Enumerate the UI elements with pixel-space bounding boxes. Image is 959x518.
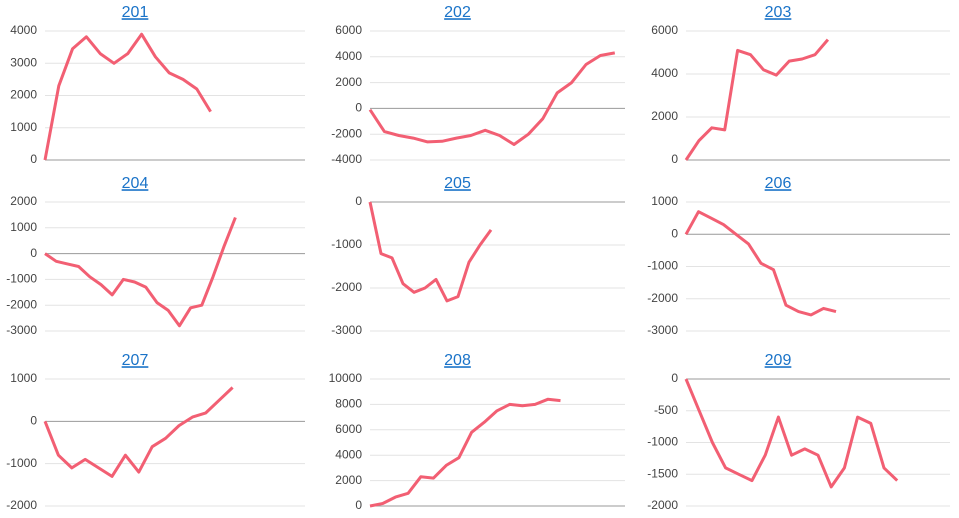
- chart-title[interactable]: 205: [444, 175, 471, 192]
- y-tick-label: -1000: [647, 435, 678, 449]
- y-tick-label: -2000: [647, 498, 678, 512]
- chart-title[interactable]: 204: [122, 175, 149, 192]
- data-line: [369, 397, 561, 508]
- y-tick-label: 2000: [335, 75, 362, 89]
- y-tick-label: 0: [30, 246, 37, 260]
- y-tick-label: 0: [30, 152, 37, 166]
- y-tick-label: 1000: [651, 194, 678, 208]
- y-tick-label: -500: [654, 403, 678, 417]
- chart-title[interactable]: 202: [444, 4, 471, 21]
- y-tick-label: 6000: [335, 422, 362, 436]
- y-tick-label: -4000: [331, 152, 362, 166]
- y-tick-label: 3000: [10, 55, 37, 69]
- y-tick-label: 1000: [10, 220, 37, 234]
- y-tick-label: 2000: [335, 473, 362, 487]
- y-tick-label: -1000: [647, 259, 678, 273]
- y-tick-label: -2000: [331, 280, 362, 294]
- data-line: [684, 38, 830, 161]
- data-line: [684, 210, 837, 317]
- y-tick-label: -3000: [331, 323, 362, 337]
- data-line: [684, 378, 899, 489]
- y-tick-label: -2000: [647, 291, 678, 305]
- y-tick-label: 4000: [335, 49, 362, 63]
- y-tick-label: 0: [671, 226, 678, 240]
- y-tick-label: 2000: [651, 109, 678, 123]
- data-line: [368, 51, 616, 146]
- y-tick-label: -1000: [6, 456, 37, 470]
- y-tick-label: 4000: [10, 23, 37, 37]
- y-tick-label: -1500: [647, 466, 678, 480]
- data-line: [43, 32, 212, 161]
- y-tick-label: 1000: [10, 120, 37, 134]
- y-tick-label: -1000: [331, 237, 362, 251]
- y-tick-label: 0: [355, 194, 362, 208]
- y-tick-label: 0: [671, 371, 678, 385]
- data-line: [43, 386, 234, 478]
- y-tick-label: 2000: [10, 88, 37, 102]
- y-tick-label: 2000: [10, 194, 37, 208]
- y-tick-label: -1000: [6, 272, 37, 286]
- y-tick-label: -2000: [6, 297, 37, 311]
- chart-title[interactable]: 203: [765, 4, 792, 21]
- chart-title[interactable]: 206: [765, 175, 792, 192]
- y-tick-label: 0: [671, 152, 678, 166]
- chart-title[interactable]: 207: [122, 352, 149, 369]
- y-tick-label: -3000: [647, 323, 678, 337]
- chart-title[interactable]: 201: [122, 4, 149, 21]
- chart-title[interactable]: 208: [444, 352, 471, 369]
- y-tick-label: 8000: [335, 397, 362, 411]
- y-tick-label: 0: [355, 498, 362, 512]
- y-tick-label: -2000: [6, 498, 37, 512]
- y-tick-label: 6000: [651, 23, 678, 37]
- y-tick-label: 10000: [329, 371, 363, 385]
- y-tick-label: -3000: [6, 323, 37, 337]
- data-line: [44, 216, 237, 328]
- y-tick-label: 0: [355, 101, 362, 115]
- y-tick-label: 1000: [10, 371, 37, 385]
- y-tick-label: 4000: [335, 447, 362, 461]
- y-tick-label: -2000: [331, 126, 362, 140]
- y-tick-label: 4000: [651, 66, 678, 80]
- data-line: [368, 201, 493, 303]
- y-tick-label: 6000: [335, 23, 362, 37]
- y-tick-label: 0: [30, 414, 37, 428]
- chart-title[interactable]: 209: [765, 352, 792, 369]
